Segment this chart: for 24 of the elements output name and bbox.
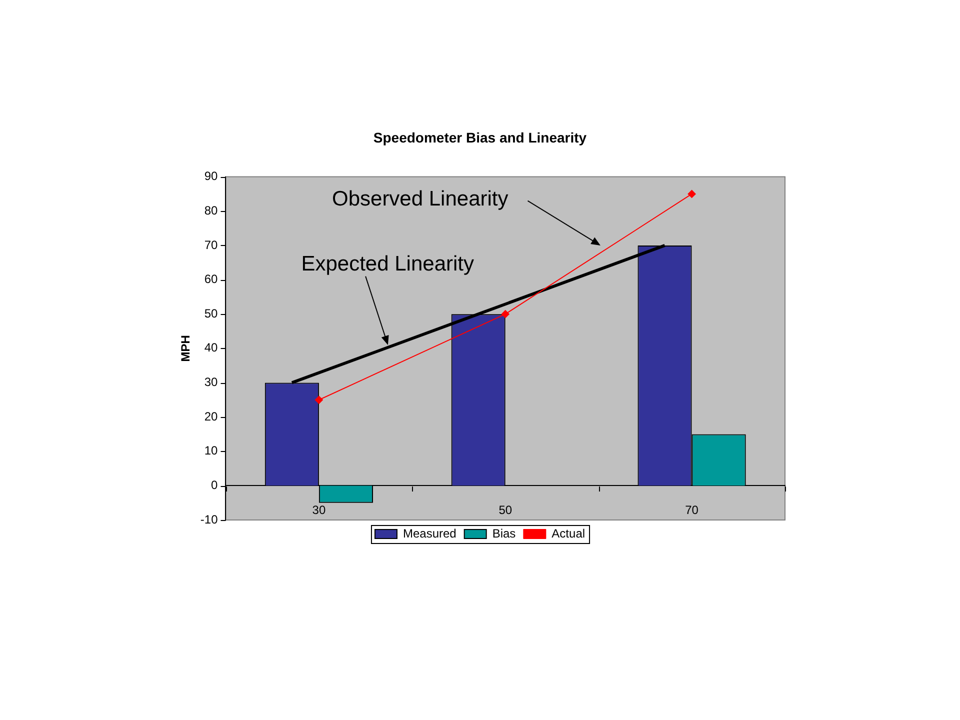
y-tick-label: 20 [204,409,218,424]
annotation: Observed Linearity [332,187,509,210]
y-tick-label: 80 [204,203,218,218]
y-tick-label: 70 [204,238,218,252]
y-tick-label: 40 [204,340,218,355]
legend-label: Measured [402,526,456,540]
chart-title: Speedometer Bias and Linearity [373,129,587,146]
y-tick-label: 10 [204,444,218,458]
x-tick-label: 30 [312,503,326,518]
y-tick-label: 60 [204,272,218,286]
annotation: Expected Linearity [301,252,475,276]
y-tick-label: 90 [204,169,218,184]
point [314,396,323,404]
y-tick-label: 50 [204,306,218,320]
y-tick-label: 30 [204,375,218,390]
x-tick-label: 70 [685,503,699,518]
legend-label: Bias [492,526,516,540]
legend-label: Actual [552,526,586,540]
point [688,190,696,198]
y-axis-title: MPH [178,335,193,362]
point [501,310,510,318]
y-tick-label: 0 [211,478,218,492]
y-tick-label: -10 [200,512,218,526]
x-tick-label: 50 [498,503,512,518]
